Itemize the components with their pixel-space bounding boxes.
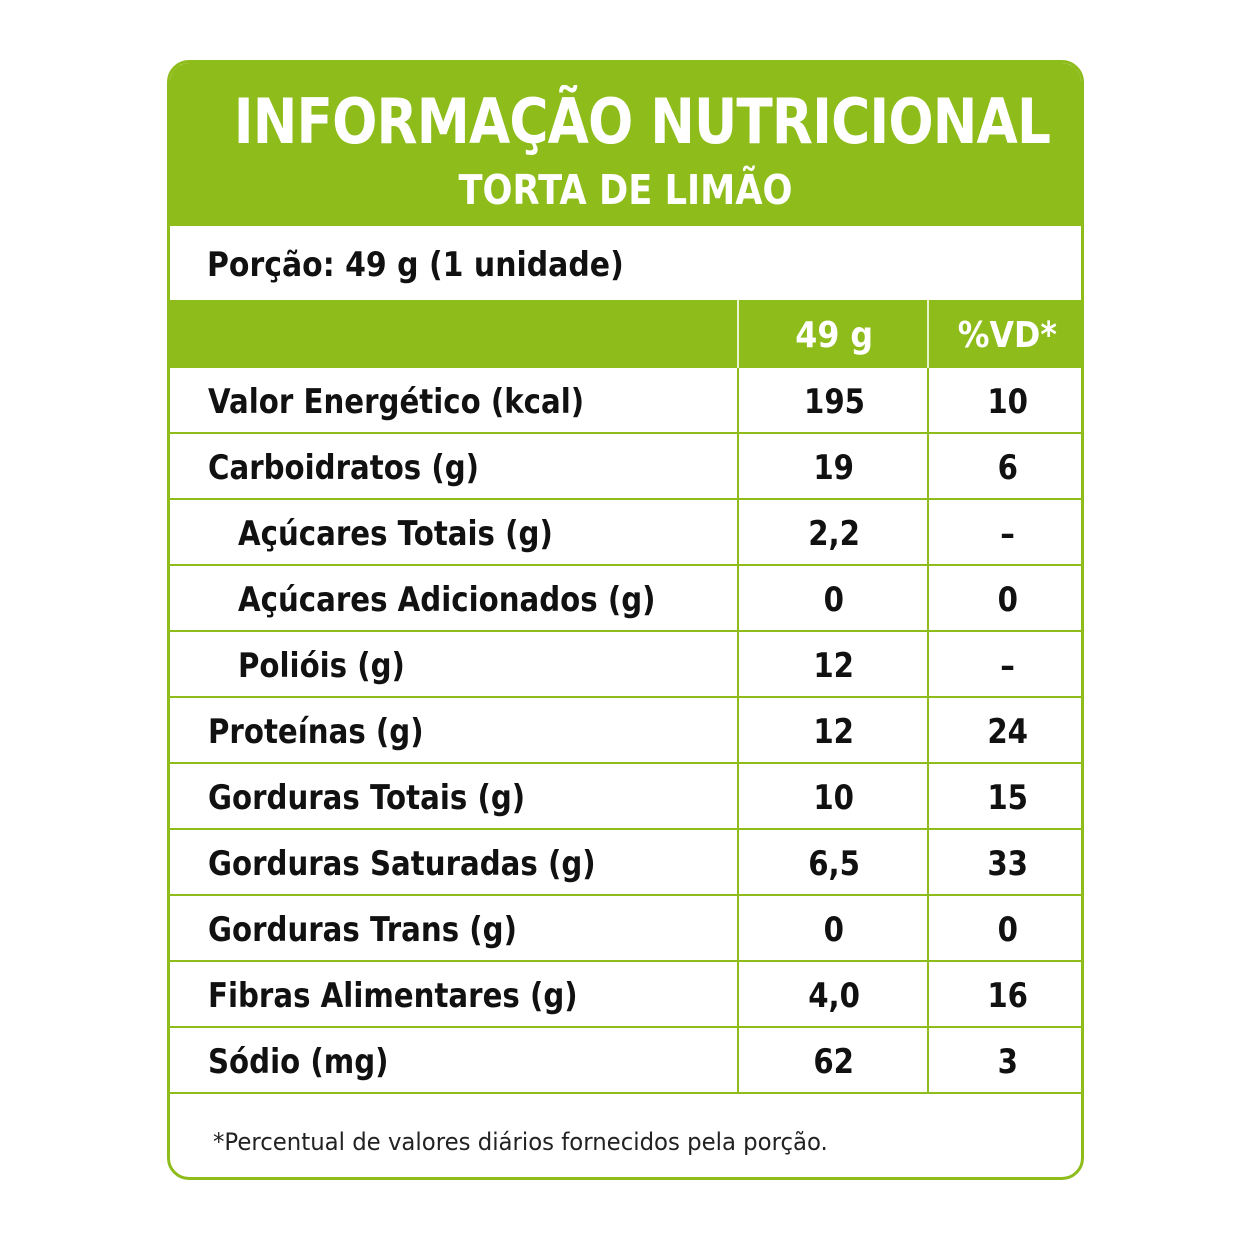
- nutrient-daily-value: 33: [927, 830, 1081, 894]
- nutrient-daily-value: 6: [927, 434, 1081, 498]
- table-row: Proteínas (g) 12 24: [170, 698, 1081, 764]
- nutrient-daily-value: 10: [927, 368, 1081, 432]
- nutrient-table: Valor Energético (kcal) 195 10 Carboidratos…: [170, 368, 1081, 1094]
- nutrient-name: Açúcares Adicionados (g): [238, 580, 656, 620]
- nutrient-name: Proteínas (g): [208, 712, 424, 752]
- label-title: INFORMAÇÃO NUTRICIONAL: [233, 85, 1051, 158]
- nutrient-amount: 6,5: [737, 830, 929, 894]
- column-header-amount: 49 g: [737, 300, 929, 368]
- column-header-row: 49 g %VD*: [170, 300, 1081, 368]
- nutrient-amount: 0: [737, 566, 929, 630]
- nutrient-name: Açúcares Totais (g): [238, 514, 553, 554]
- table-row: Gorduras Trans (g) 0 0: [170, 896, 1081, 962]
- nutrient-amount: 195: [737, 368, 929, 432]
- nutrient-name: Valor Energético (kcal): [208, 382, 585, 422]
- nutrient-amount: 0: [737, 896, 929, 960]
- nutrient-amount: 12: [737, 698, 929, 762]
- table-row: Valor Energético (kcal) 195 10: [170, 368, 1081, 434]
- nutrient-amount: 4,0: [737, 962, 929, 1026]
- nutrient-name: Carboidratos (g): [208, 448, 480, 488]
- nutrient-name: Polióis (g): [238, 646, 405, 686]
- nutrient-daily-value: 0: [927, 566, 1081, 630]
- label-header: INFORMAÇÃO NUTRICIONAL TORTA DE LIMÃO: [170, 63, 1081, 226]
- nutrition-label: INFORMAÇÃO NUTRICIONAL TORTA DE LIMÃO Po…: [167, 60, 1084, 1180]
- nutrient-name: Gorduras Trans (g): [208, 910, 517, 950]
- nutrient-amount: 2,2: [737, 500, 929, 564]
- nutrient-amount: 62: [737, 1028, 929, 1092]
- table-row: Carboidratos (g) 19 6: [170, 434, 1081, 500]
- nutrient-daily-value: –: [927, 500, 1081, 564]
- nutrient-daily-value: 24: [927, 698, 1081, 762]
- footnote: *Percentual de valores diários fornecido…: [213, 1128, 828, 1156]
- table-row: Açúcares Adicionados (g) 0 0: [170, 566, 1081, 632]
- column-header-dv: %VD*: [927, 300, 1081, 368]
- nutrient-daily-value: 0: [927, 896, 1081, 960]
- nutrient-daily-value: 3: [927, 1028, 1081, 1092]
- nutrient-daily-value: 15: [927, 764, 1081, 828]
- portion-size: Porção: 49 g (1 unidade): [170, 226, 1081, 300]
- nutrient-amount: 12: [737, 632, 929, 696]
- table-row: Açúcares Totais (g) 2,2–: [170, 500, 1081, 566]
- nutrient-daily-value: –: [927, 632, 1081, 696]
- product-name: TORTA DE LIMÃO: [458, 166, 793, 214]
- nutrient-amount: 10: [737, 764, 929, 828]
- nutrient-name: Gorduras Totais (g): [208, 778, 526, 818]
- table-row: Polióis (g) 12–: [170, 632, 1081, 698]
- table-row: Fibras Alimentares (g) 4,0 16: [170, 962, 1081, 1028]
- table-row: Sódio (mg) 62 3: [170, 1028, 1081, 1094]
- nutrient-name: Sódio (mg): [208, 1042, 389, 1082]
- portion-text: Porção: 49 g (1 unidade): [207, 245, 624, 285]
- nutrient-daily-value: 16: [927, 962, 1081, 1026]
- nutrient-amount: 19: [737, 434, 929, 498]
- table-row: Gorduras Totais (g) 10 15: [170, 764, 1081, 830]
- table-row: Gorduras Saturadas (g) 6,5 33: [170, 830, 1081, 896]
- nutrient-name: Fibras Alimentares (g): [208, 976, 578, 1016]
- nutrient-name: Gorduras Saturadas (g): [208, 844, 596, 884]
